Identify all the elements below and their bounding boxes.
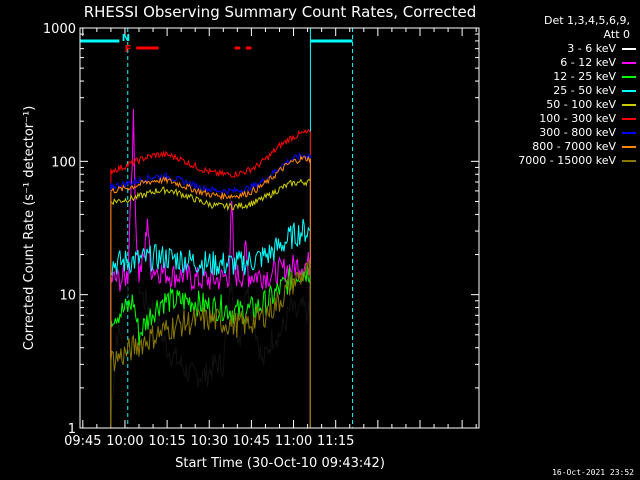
legend-swatch	[622, 118, 636, 120]
legend-label: 100 - 300 keV	[539, 112, 616, 125]
x-tick-label: 10:15	[148, 434, 185, 449]
x-tick-label: 09:45	[64, 434, 101, 449]
series-line-1	[110, 108, 311, 428]
x-tick-label: 10:45	[233, 434, 270, 449]
x-axis-label: Start Time (30-Oct-10 09:43:42)	[175, 456, 385, 471]
y-tick-label: 10	[59, 289, 76, 304]
legend-swatch	[622, 62, 636, 64]
y-tick-label: 100	[51, 155, 76, 170]
series-line-5	[110, 128, 311, 428]
legend-swatch	[622, 90, 636, 92]
legend-entry: 50 - 100 keV	[478, 98, 638, 112]
legend-entry: 100 - 300 keV	[478, 112, 638, 126]
x-tick-label: 11:00	[275, 434, 312, 449]
plot-area: 1 10 100 1000 09:45 10:00 10:15 10:30 10:45 11:00…	[43, 22, 479, 449]
legend-entry: 12 - 25 keV	[478, 70, 638, 84]
series-line-4	[110, 178, 311, 428]
x-tick-label: 11:15	[317, 434, 354, 449]
legend-label: 12 - 25 keV	[553, 70, 616, 83]
footer-date: 16-Oct-2021 23:52	[552, 468, 634, 477]
legend-label: 3 - 6 keV	[567, 42, 616, 55]
legend-label: 300 - 800 keV	[539, 126, 616, 139]
legend-swatch	[622, 132, 636, 134]
legend-entry: 3 - 6 keV	[478, 42, 638, 56]
y-tick-label: 1	[68, 422, 76, 437]
plot-frame	[79, 27, 480, 429]
legend-detectors: Det 1,3,4,5,6,9,	[543, 14, 630, 27]
legend-swatch	[622, 146, 636, 148]
legend-label: 6 - 12 keV	[560, 56, 616, 69]
x-tick-label: 10:30	[191, 434, 228, 449]
legend-label: 25 - 50 keV	[553, 84, 616, 97]
legend-label: 7000 - 15000 keV	[518, 154, 616, 167]
legend-swatch	[622, 76, 636, 78]
marker-f: F	[125, 44, 132, 55]
y-tick-label: 1000	[43, 22, 76, 37]
legend-label: 800 - 7000 keV	[532, 140, 616, 153]
legend-entry: 7000 - 15000 keV	[478, 154, 638, 168]
x-tick-label: 10:00	[106, 434, 143, 449]
series-line-0	[110, 232, 311, 428]
legend-label: 50 - 100 keV	[546, 98, 616, 111]
series-line-8	[110, 259, 311, 428]
legend-entry: 25 - 50 keV	[478, 84, 638, 98]
legend-swatch	[622, 104, 636, 106]
legend-swatch	[622, 48, 636, 50]
y-axis-label: Corrected Count Rate (s⁻¹ detector⁻¹)	[22, 106, 37, 351]
legend-attenuator: Att 0	[603, 28, 630, 41]
legend: Det 1,3,4,5,6,9, Att 0 3 - 6 keV 6 - 12 k…	[478, 14, 638, 168]
series-line-7	[110, 154, 311, 428]
legend-swatch	[622, 160, 636, 162]
chart-title: RHESSI Observing Summary Count Rates, Co…	[84, 3, 477, 21]
legend-entry: 6 - 12 keV	[478, 56, 638, 70]
legend-entry: 800 - 7000 keV	[478, 140, 638, 154]
legend-entry: 300 - 800 keV	[478, 126, 638, 140]
series-line-3	[110, 218, 311, 428]
marker-n: N	[122, 33, 130, 44]
legend-entries: 3 - 6 keV 6 - 12 keV 12 - 25 keV 25 - 50 ke…	[478, 42, 638, 168]
